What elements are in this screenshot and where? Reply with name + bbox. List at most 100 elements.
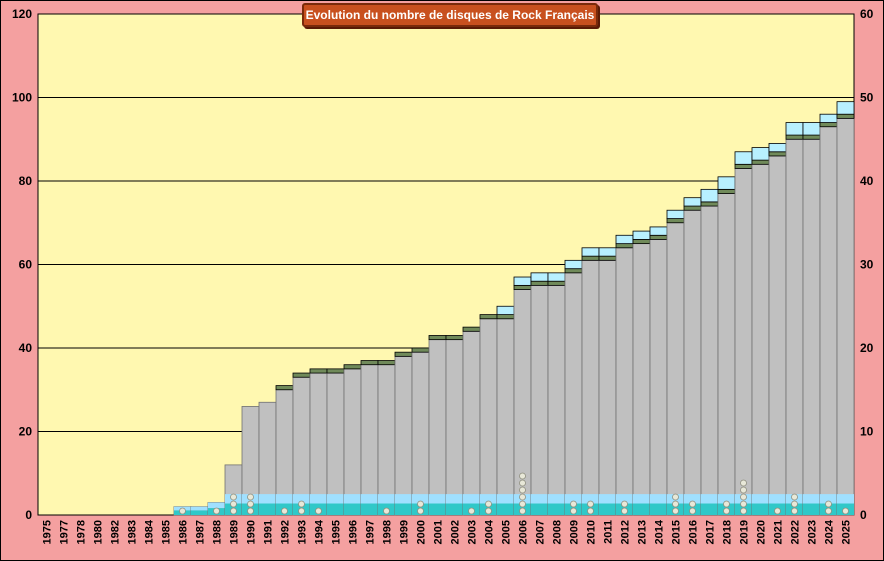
bead-marker: [519, 500, 526, 508]
recent-cap: [547, 272, 566, 282]
x-tick-label: 1987: [195, 520, 207, 544]
bead-marker: [621, 507, 628, 515]
cumulative-bar: [564, 272, 583, 516]
annual-band: [327, 503, 344, 515]
annual-band: [191, 510, 208, 515]
annual-band-top: [463, 494, 480, 504]
x-tick-label: 1989: [229, 520, 241, 544]
recent-cap: [734, 151, 753, 165]
annual-band-top: [446, 494, 463, 504]
x-tick-label: 2025: [841, 520, 853, 544]
annual-band-top: [582, 494, 599, 504]
recent-cap: [768, 143, 787, 153]
cumulative-bar: [615, 247, 634, 516]
x-tick-label: 1995: [331, 520, 343, 544]
recent-cap: [615, 234, 634, 245]
bars: [173, 101, 855, 516]
bead-marker: [672, 493, 679, 501]
bead-marker: [740, 479, 747, 487]
cumulative-cap: [751, 159, 770, 165]
annual-band-top: [701, 494, 718, 504]
x-tick-label: 1991: [263, 520, 275, 544]
bead-marker: [774, 507, 781, 515]
bead-marker: [383, 507, 390, 515]
cumulative-bar: [700, 205, 719, 516]
x-tick-label: 2003: [467, 520, 479, 544]
bead-marker: [791, 507, 798, 515]
cumulative-bar: [683, 209, 702, 516]
cumulative-cap: [275, 385, 294, 391]
x-tick-label: 2004: [484, 519, 496, 544]
bead-marker: [298, 500, 305, 508]
cumulative-cap: [326, 368, 345, 374]
annual-band-top: [191, 506, 208, 511]
annual-band-top: [293, 494, 310, 504]
cumulative-cap: [445, 335, 464, 341]
annual-band-top: [565, 494, 582, 504]
bead-marker: [247, 500, 254, 508]
annual-band-top: [633, 494, 650, 504]
bead-marker: [723, 500, 730, 508]
y-tick-label-left: 60: [19, 258, 33, 272]
bead-marker: [587, 507, 594, 515]
cumulative-bar: [819, 126, 838, 516]
x-tick-label: 2009: [569, 520, 581, 544]
cumulative-cap: [411, 347, 430, 353]
bead-marker: [825, 500, 832, 508]
bead-marker: [417, 507, 424, 515]
annual-band-top: [378, 494, 395, 504]
cumulative-bar: [360, 364, 379, 516]
recent-cap: [751, 147, 770, 161]
annual-band-top: [327, 494, 344, 504]
y-tick-label-right: 10: [860, 425, 874, 439]
annual-band-top: [344, 494, 361, 504]
annual-band: [803, 503, 820, 515]
cumulative-cap: [377, 360, 396, 366]
cumulative-cap: [564, 268, 583, 274]
annual-band-top: [548, 494, 565, 504]
y-tick-label-right: 60: [860, 7, 874, 21]
cumulative-cap: [496, 314, 515, 320]
cumulative-bar: [496, 318, 515, 516]
cumulative-bar: [632, 243, 651, 516]
bead-marker: [672, 507, 679, 515]
bead-marker: [230, 493, 237, 501]
cumulative-cap: [394, 351, 413, 357]
cumulative-cap: [649, 234, 668, 240]
y-tick-label-right: 30: [860, 258, 874, 272]
cumulative-cap: [700, 201, 719, 207]
cumulative-bar: [717, 193, 736, 516]
annual-band-top: [395, 494, 412, 504]
cumulative-bar: [462, 330, 481, 516]
y-tick-label-left: 100: [12, 91, 32, 105]
x-tick-label: 2014: [654, 519, 666, 544]
x-tick-label: 2000: [416, 520, 428, 544]
bead-marker: [791, 500, 798, 508]
cumulative-cap: [717, 188, 736, 194]
cumulative-bar: [428, 339, 447, 516]
y-tick-label-left: 40: [19, 341, 33, 355]
x-tick-label: 2011: [603, 520, 615, 544]
cumulative-bar: [785, 138, 804, 516]
recent-cap: [717, 176, 736, 190]
x-tick-label: 2018: [722, 520, 734, 544]
chart-title: Evolution du nombre de disques de Rock F…: [305, 8, 595, 22]
annual-band-top: [531, 494, 548, 504]
recent-cap: [700, 188, 719, 203]
annual-band: [344, 503, 361, 515]
x-tick-label: 1996: [348, 520, 360, 544]
annual-band: [259, 503, 276, 515]
x-tick-label: 1975: [42, 520, 54, 544]
annual-band: [395, 503, 412, 515]
bead-marker: [417, 500, 424, 508]
x-tick-label: 2007: [535, 520, 547, 544]
annual-band-top: [310, 494, 327, 504]
cumulative-bar: [479, 318, 498, 516]
cumulative-cap: [615, 243, 634, 249]
annual-band-top: [803, 494, 820, 504]
x-tick-label: 2015: [671, 520, 683, 544]
annual-band-top: [208, 502, 225, 509]
x-tick-label: 2023: [807, 520, 819, 544]
x-tick-label: 1978: [76, 520, 88, 544]
